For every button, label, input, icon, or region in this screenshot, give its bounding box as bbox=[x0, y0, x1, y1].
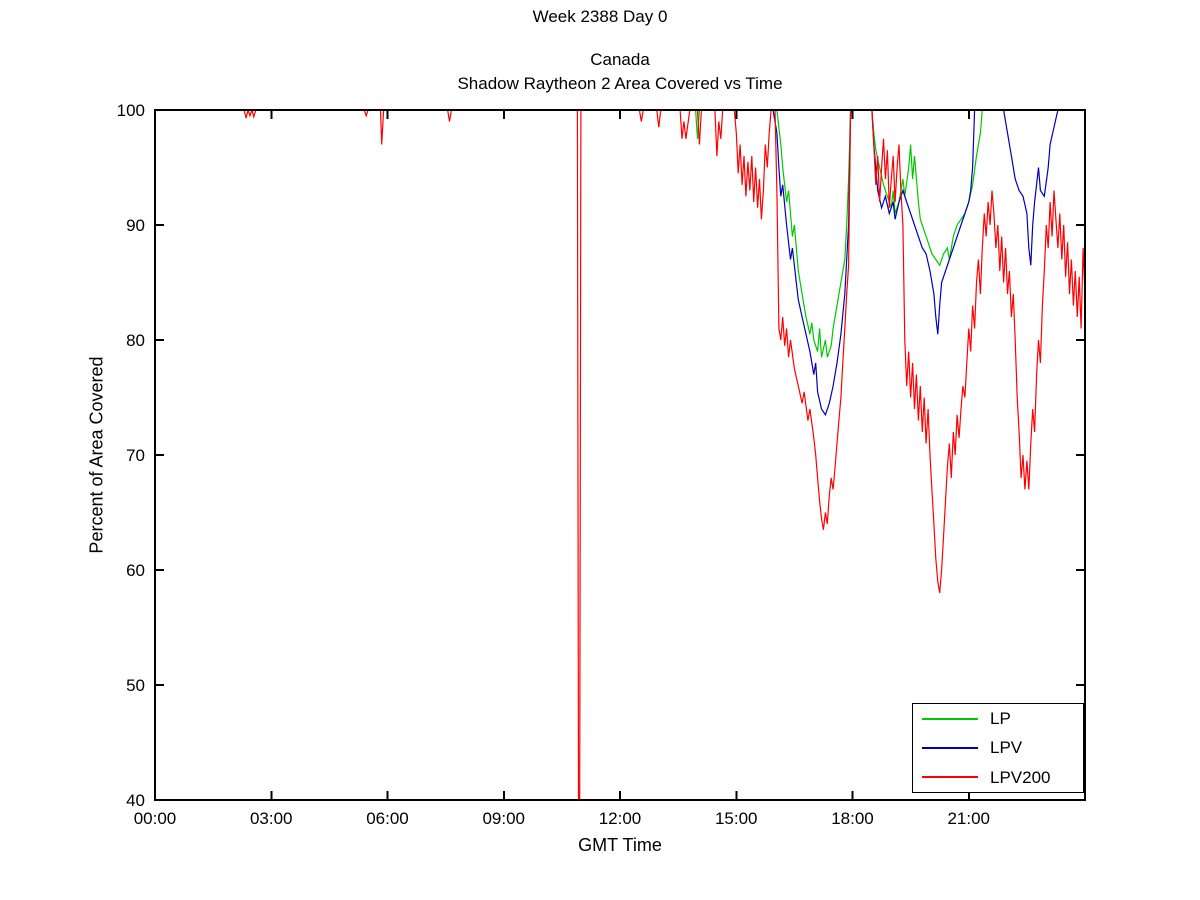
x-tick-label: 15:00 bbox=[715, 809, 758, 828]
x-tick-label: 18:00 bbox=[831, 809, 874, 828]
x-tick-label: 21:00 bbox=[947, 809, 990, 828]
y-tick-label: 100 bbox=[117, 101, 145, 120]
legend-line-sample-lpv200 bbox=[922, 776, 978, 779]
legend-label-lpv: LPV bbox=[990, 738, 1023, 758]
x-tick-label: 06:00 bbox=[366, 809, 409, 828]
figure-suptitle: Week 2388 Day 0 bbox=[532, 7, 668, 26]
legend-line-sample-lp bbox=[922, 717, 978, 720]
y-tick-label: 70 bbox=[126, 446, 145, 465]
x-tick-label: 09:00 bbox=[482, 809, 525, 828]
legend: LP LPV LPV200 bbox=[912, 703, 1084, 793]
series-line-lp bbox=[155, 110, 1085, 358]
legend-line-sample-lpv bbox=[922, 746, 978, 749]
legend-label-lpv200: LPV200 bbox=[990, 767, 1051, 787]
x-axis-label: GMT Time bbox=[578, 835, 662, 855]
series-line-lpv200 bbox=[155, 110, 1085, 800]
axes-box bbox=[154, 109, 1086, 801]
x-tick-label: 03:00 bbox=[250, 809, 293, 828]
y-tick-label: 40 bbox=[126, 791, 145, 810]
legend-item-lp: LP bbox=[913, 704, 1083, 733]
legend-item-lpv: LPV bbox=[913, 733, 1083, 762]
chart-title-line2: Shadow Raytheon 2 Area Covered vs Time bbox=[457, 74, 783, 93]
y-axis-label: Percent of Area Covered bbox=[86, 356, 107, 554]
legend-item-lpv200: LPV200 bbox=[913, 763, 1083, 792]
y-tick-label: 80 bbox=[126, 331, 145, 350]
x-tick-label: 00:00 bbox=[134, 809, 177, 828]
chart-title-line1: Canada bbox=[590, 50, 650, 69]
y-tick-label: 50 bbox=[126, 676, 145, 695]
y-tick-label: 90 bbox=[126, 216, 145, 235]
series-line-lpv bbox=[155, 110, 1085, 417]
y-tick-label: 60 bbox=[126, 561, 145, 580]
legend-label-lp: LP bbox=[990, 709, 1011, 729]
x-tick-label: 12:00 bbox=[599, 809, 642, 828]
